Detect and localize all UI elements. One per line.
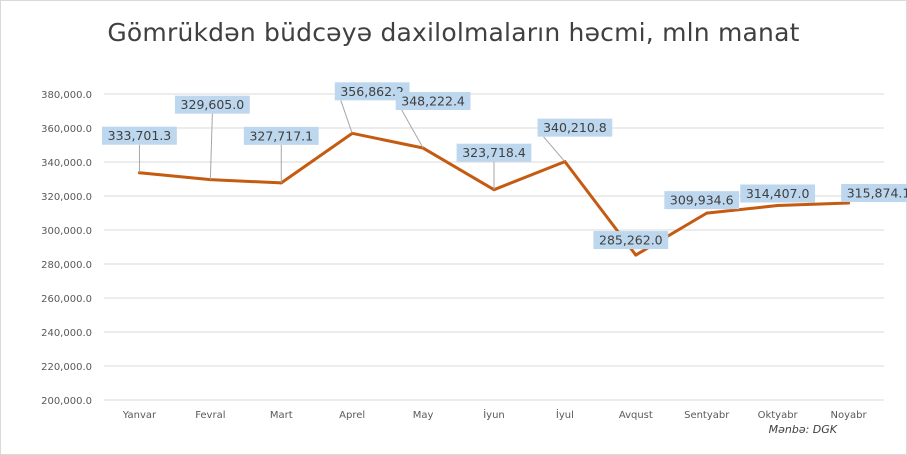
data-label-box [740,184,816,203]
y-tick-label: 260,000.0 [41,294,92,305]
data-label-box [102,126,177,145]
data-label-box [593,231,669,250]
y-tick-label: 340,000.0 [41,158,92,169]
x-tick-label: Noyabr [830,410,867,421]
data-label-box [537,118,613,137]
data-label-box [334,82,410,101]
y-tick-label: 220,000.0 [41,362,92,373]
data-label: 333,701.3 [108,128,172,143]
y-tick-label: 300,000.0 [41,226,92,237]
data-label-box [456,143,532,162]
x-tick-label: Yanvar [122,410,157,421]
data-label: 329,605.0 [181,97,245,112]
data-point [705,211,709,215]
x-tick-label: Fevral [195,410,225,421]
data-label: 285,262.0 [599,233,663,248]
data-label-box [174,95,250,114]
data-point [847,201,851,205]
data-label-leader [543,136,566,162]
data-label: 315,874.1 [847,186,907,201]
y-tick-label: 240,000.0 [41,328,92,339]
x-tick-label: Sentyabr [684,410,730,421]
x-tick-label: Mart [270,410,293,421]
data-label: 327,717.1 [249,128,313,143]
x-tick-label: İyul [556,408,574,421]
data-label: 314,407.0 [746,186,810,201]
data-label: 340,210.8 [543,120,607,135]
y-tick-label: 200,000.0 [41,396,92,407]
x-tick-label: Avqust [619,410,653,421]
x-tick-label: Aprel [339,410,365,421]
data-label-leader [401,109,424,149]
x-tick-label: İyun [483,408,505,421]
y-tick-label: 380,000.0 [41,90,92,101]
data-label-leader [209,113,213,180]
data-label: 348,222.4 [401,94,465,109]
y-tick-label: 360,000.0 [41,124,92,135]
y-tick-label: 320,000.0 [41,192,92,203]
data-label-box [664,191,740,210]
data-label-leader [340,100,353,134]
data-label: 356,862.2 [340,84,404,99]
x-tick-label: May [413,410,434,421]
data-point [776,204,780,208]
data-label: 323,718.4 [462,145,526,160]
data-point [634,253,638,257]
data-label: 309,934.6 [670,193,734,208]
source-note: Mənbə: DGK [768,423,837,436]
data-label-box [243,126,319,145]
data-label-box [841,184,907,203]
y-tick-label: 280,000.0 [41,260,92,271]
chart-title: Gömrükdən büdcəyə daxilolmaların həcmi, … [107,18,800,47]
x-tick-label: Oktyabr [758,410,799,421]
data-label-box [395,92,471,111]
